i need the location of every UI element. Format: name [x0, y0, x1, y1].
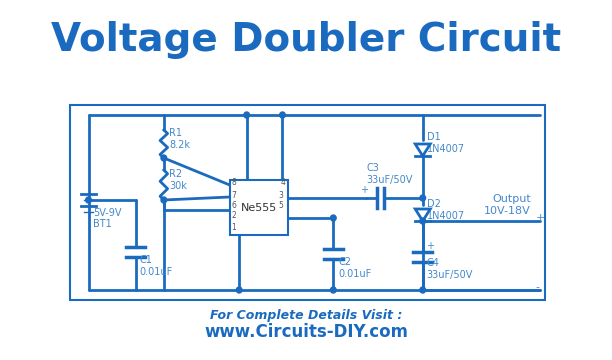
Circle shape	[86, 197, 91, 203]
Circle shape	[420, 195, 425, 201]
Text: Output
10V-18V: Output 10V-18V	[484, 194, 531, 216]
Text: -: -	[536, 282, 540, 292]
Text: 8: 8	[231, 178, 236, 187]
Text: 3: 3	[278, 191, 283, 200]
Text: C1
0.01uF: C1 0.01uF	[140, 255, 173, 276]
Text: For Complete Details Visit :: For Complete Details Visit :	[210, 309, 402, 321]
Circle shape	[420, 218, 425, 224]
Circle shape	[420, 287, 425, 293]
Text: 1: 1	[231, 223, 236, 232]
Text: C2
0.01uF: C2 0.01uF	[338, 257, 371, 279]
Circle shape	[161, 197, 166, 203]
Text: 2: 2	[231, 211, 236, 220]
Circle shape	[330, 215, 336, 221]
Text: +: +	[360, 185, 368, 195]
Circle shape	[244, 112, 250, 118]
Text: D2
1N4007: D2 1N4007	[427, 199, 465, 221]
Circle shape	[280, 112, 285, 118]
Circle shape	[236, 287, 242, 293]
Text: Voltage Doubler Circuit: Voltage Doubler Circuit	[51, 21, 561, 59]
Text: 4: 4	[280, 178, 285, 187]
Text: D1
1N4007: D1 1N4007	[427, 132, 465, 154]
Text: 6: 6	[231, 201, 236, 210]
Text: www.Circuits-DIY.com: www.Circuits-DIY.com	[204, 323, 408, 341]
Text: 7: 7	[231, 191, 236, 200]
Text: 5V-9V
BT1: 5V-9V BT1	[93, 207, 122, 229]
Text: Ne555: Ne555	[241, 202, 277, 212]
Text: +: +	[536, 213, 545, 223]
FancyBboxPatch shape	[230, 180, 288, 235]
Text: +: +	[427, 240, 435, 251]
Text: 5: 5	[278, 201, 283, 210]
Text: C4
33uF/50V: C4 33uF/50V	[427, 258, 473, 280]
Text: C3
33uF/50V: C3 33uF/50V	[366, 163, 412, 185]
Text: R2
30k: R2 30k	[170, 169, 187, 191]
Text: R1
8.2k: R1 8.2k	[170, 128, 190, 150]
Circle shape	[330, 287, 336, 293]
Circle shape	[161, 155, 166, 161]
